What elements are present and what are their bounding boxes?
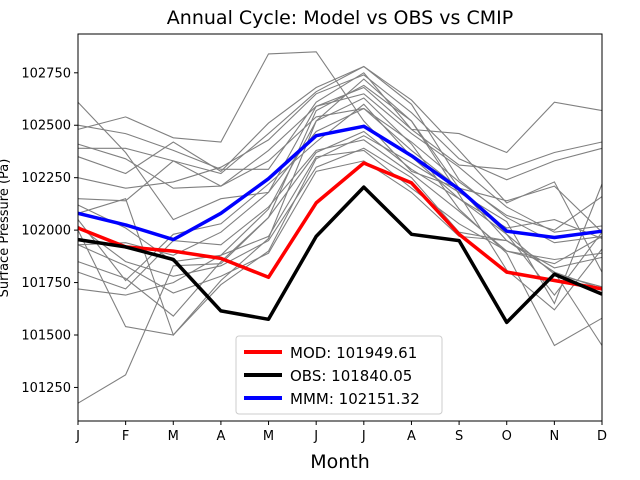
legend: MOD: 101949.61 OBS: 101840.05 MMM: 10215…	[235, 335, 443, 415]
plot-frame	[77, 33, 603, 422]
legend-label-obs: OBS: 101840.05	[290, 367, 412, 385]
y-axis: 101250 101500 101750 102000 102250 102500 1027…	[21, 66, 78, 396]
ensemble-line-10	[77, 78, 603, 336]
series-lines	[77, 124, 603, 325]
y-tick-label: 102250	[21, 171, 71, 186]
x-tick-label: O	[502, 429, 512, 444]
ensemble-line-17	[77, 107, 603, 231]
ensemble-line-1	[77, 84, 603, 404]
x-tick-label: J	[361, 429, 366, 444]
ensemble-line-19	[77, 86, 603, 189]
series-line-mod	[77, 161, 603, 291]
x-tick-label: M	[168, 429, 179, 444]
x-tick-label: N	[549, 429, 559, 444]
chart-title: Annual Cycle: Model vs OBS vs CMIP	[167, 7, 513, 29]
y-axis-label: Surface Pressure (Pa)	[0, 159, 12, 298]
ensemble-line-8	[77, 130, 603, 317]
ensemble-line-7	[78, 65, 603, 244]
series-line-mmm	[77, 124, 603, 242]
ensemble-line-16	[77, 103, 603, 282]
y-tick-label: 101500	[21, 329, 71, 344]
ensemble-line-18	[77, 139, 603, 290]
y-tick-label: 102750	[21, 66, 71, 81]
y-tick-label: 102500	[21, 119, 71, 134]
x-tick-label: J	[313, 429, 318, 444]
series-line-obs	[77, 185, 603, 325]
legend-box	[235, 335, 443, 415]
x-tick-label: M	[263, 429, 274, 444]
y-tick-label: 102000	[21, 224, 71, 239]
x-tick-label: A	[216, 429, 225, 444]
ensemble-line-11	[77, 135, 603, 337]
x-tick-label: D	[597, 429, 607, 444]
ensemble-line-6	[77, 51, 603, 346]
x-tick-label: J	[75, 429, 80, 444]
ensemble-line-13	[77, 107, 603, 256]
ensemble-line-15	[77, 72, 603, 170]
x-tick-label: S	[455, 429, 463, 444]
x-tick-label: A	[407, 429, 416, 444]
ensemble-line-2	[77, 149, 603, 296]
y-tick-label: 101750	[21, 276, 71, 291]
legend-label-mmm: MMM: 102151.32	[290, 390, 420, 408]
y-tick-label: 101250	[21, 381, 71, 396]
x-axis-label: Month	[310, 451, 370, 473]
legend-label-mod: MOD: 101949.61	[290, 344, 417, 362]
x-tick-label: F	[122, 429, 129, 444]
ensemble-lines	[77, 51, 603, 404]
